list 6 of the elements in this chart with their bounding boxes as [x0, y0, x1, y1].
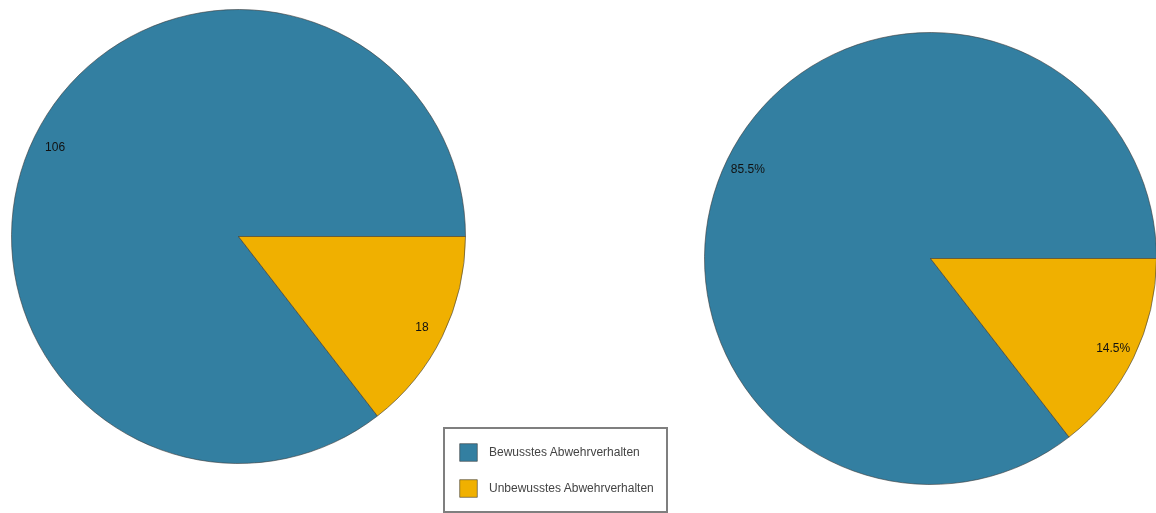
legend-label: Unbewusstes Abwehrverhalten [489, 481, 654, 495]
legend-label: Bewusstes Abwehrverhalten [489, 445, 640, 459]
data-label: 106 [45, 140, 66, 155]
data-label: 85.5% [730, 162, 766, 177]
data-label: 14.5% [1096, 340, 1131, 355]
data-label: 18 [415, 319, 429, 334]
